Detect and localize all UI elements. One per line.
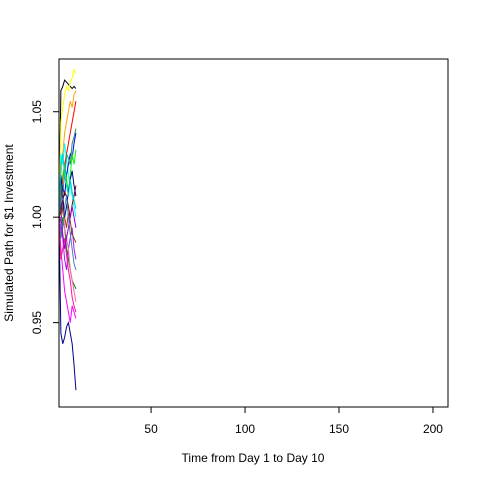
series-line-3 <box>58 67 77 218</box>
y-tick-label-2: 1.00 <box>30 205 44 229</box>
series-line-5 <box>58 90 77 218</box>
series-line-15 <box>58 170 77 218</box>
series-line-2 <box>58 217 77 391</box>
x-axis-title: Time from Day 1 to Day 10 <box>182 451 325 465</box>
series-line-20 <box>59 206 77 249</box>
series-line-16 <box>58 196 77 271</box>
x-tick-label-2: 100 <box>235 422 255 436</box>
plot-frame <box>58 58 449 408</box>
x-tick-label-4: 200 <box>423 422 443 436</box>
series-line-19 <box>58 153 77 218</box>
series-line-6 <box>58 217 77 323</box>
series-line-13 <box>58 206 77 243</box>
y-tick-label-1: 0.95 <box>30 311 44 335</box>
x-axis: 50 100 150 200 <box>144 407 443 436</box>
y-tick-label-3: 1.05 <box>30 100 44 124</box>
series-line-17 <box>58 128 77 218</box>
y-axis: 0.95 1.00 1.05 <box>30 100 59 335</box>
series-layer <box>58 67 77 391</box>
y-axis-title: Simulated Path for $1 Investment <box>2 144 16 322</box>
series-line-18 <box>58 217 77 313</box>
series-line-1 <box>58 79 77 218</box>
x-tick-label-1: 50 <box>144 422 158 436</box>
x-tick-label-3: 150 <box>329 422 349 436</box>
series-line-11 <box>58 196 77 302</box>
